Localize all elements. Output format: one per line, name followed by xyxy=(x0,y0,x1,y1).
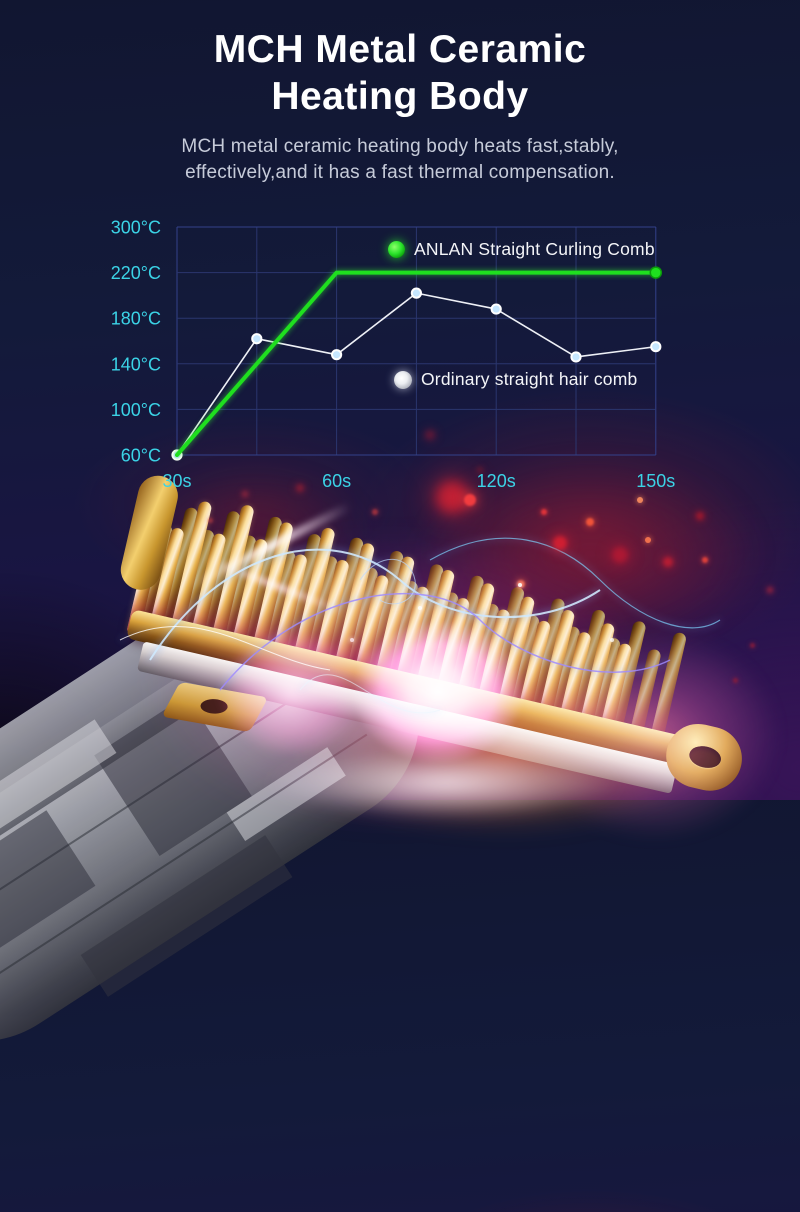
svg-text:220°C: 220°C xyxy=(111,263,161,283)
title-line-2: Heating Body xyxy=(271,75,529,118)
page-title: MCH Metal Ceramic Heating Body xyxy=(0,26,800,120)
golden-comb xyxy=(116,452,788,812)
screw-hole xyxy=(687,743,724,771)
legend-anlan: ANLAN Straight Curling Comb xyxy=(388,239,655,260)
product-photo xyxy=(0,430,800,1083)
subtitle-line-1: MCH metal ceramic heating body heats fas… xyxy=(181,136,619,157)
legend-marker-gray-icon xyxy=(394,370,412,389)
header: MCH Metal Ceramic Heating Body MCH metal … xyxy=(0,26,800,186)
tab-hole xyxy=(197,697,231,716)
svg-text:100°C: 100°C xyxy=(111,400,161,420)
page-subtitle: MCH metal ceramic heating body heats fas… xyxy=(0,134,800,186)
legend-marker-green-icon xyxy=(388,241,405,258)
legend-ordinary: Ordinary straight hair comb xyxy=(394,369,637,390)
svg-text:140°C: 140°C xyxy=(111,354,161,374)
promo-banner: { "header": { "title_line1": "MCH Metal … xyxy=(0,0,800,1083)
legend-label-anlan: ANLAN Straight Curling Comb xyxy=(414,239,655,259)
title-line-1: MCH Metal Ceramic xyxy=(213,28,587,71)
subtitle-line-2: effectively,and it has a fast thermal co… xyxy=(185,162,615,183)
svg-text:180°C: 180°C xyxy=(111,309,161,329)
svg-text:300°C: 300°C xyxy=(111,218,161,238)
legend-label-ordinary: Ordinary straight hair comb xyxy=(421,369,638,389)
